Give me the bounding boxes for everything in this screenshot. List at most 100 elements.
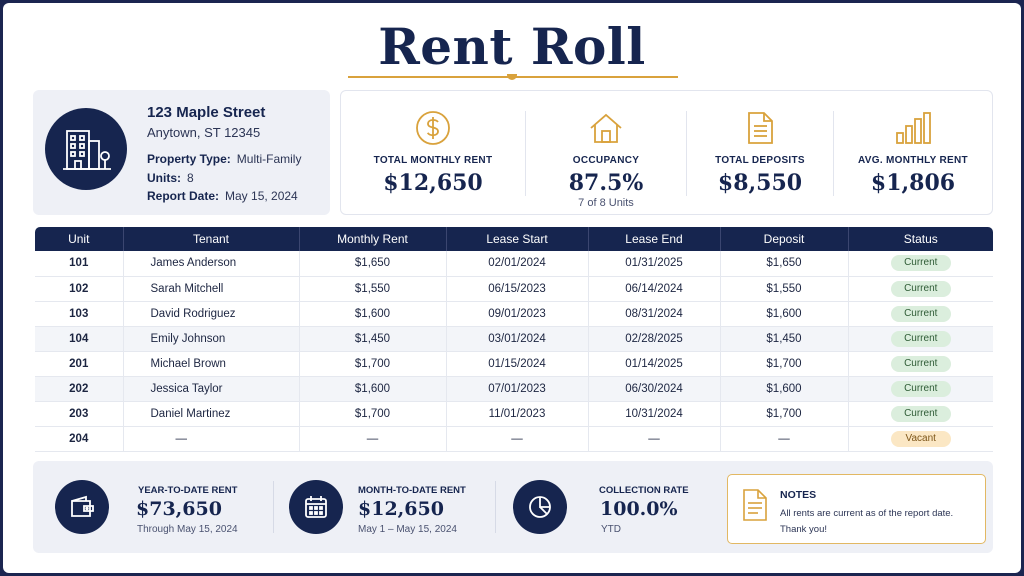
property-card: 123 Maple Street Anytown, ST 12345 Prope… <box>33 90 330 215</box>
rent-cell: — <box>299 426 447 452</box>
unit-cell: 103 <box>35 301 124 327</box>
stat-value: $8,550 <box>717 170 803 196</box>
stat-total-monthly-rent: TOTAL MONTHLY RENT $12,650 <box>341 91 525 214</box>
calendar-icon <box>289 480 343 534</box>
notes-box: NOTES All rents are current as of the re… <box>727 474 986 544</box>
tenant-cell: Sarah Mitchell <box>123 276 300 302</box>
summary-stats: TOTAL MONTHLY RENT $12,650 OCCUPANCY 87.… <box>340 90 993 215</box>
column-header[interactable]: Deposit <box>720 227 849 251</box>
divider <box>686 111 687 196</box>
wallet-icon <box>55 480 109 534</box>
status-badge: Current <box>890 380 951 397</box>
table-row[interactable]: 101 James Anderson $1,650 02/01/2024 01/… <box>35 251 993 277</box>
lease-start-cell: 02/01/2024 <box>446 251 589 277</box>
lease-start-cell: 03/01/2024 <box>446 326 589 352</box>
tenant-cell: Emily Johnson <box>123 326 300 352</box>
table-row[interactable]: 202 Jessica Taylor $1,600 07/01/2023 06/… <box>35 376 993 402</box>
column-header[interactable]: Unit <box>35 227 124 251</box>
deposit-cell: $1,450 <box>720 326 849 352</box>
status-cell: Current <box>848 401 993 427</box>
title-ornament <box>507 74 517 80</box>
tenant-cell: Michael Brown <box>123 351 300 377</box>
lease-end-cell: 02/28/2025 <box>588 326 721 352</box>
column-header[interactable]: Lease Start <box>446 227 589 251</box>
lease-end-cell: 06/14/2024 <box>588 276 721 302</box>
stat-sub: 7 of 8 Units <box>578 197 634 209</box>
tenant-cell: David Rodriguez <box>123 301 300 327</box>
tenant-cell: James Anderson <box>123 251 300 277</box>
column-header[interactable]: Tenant <box>123 227 300 251</box>
table-row[interactable]: 204 — — — — — Vacant <box>35 426 993 452</box>
divider <box>525 111 526 196</box>
property-city: Anytown, ST 12345 <box>147 125 261 140</box>
stat-avg-monthly-rent: AVG. MONTHLY RENT $1,806 <box>834 91 992 214</box>
status-badge: Current <box>890 280 951 297</box>
lease-end-cell: — <box>588 426 721 452</box>
status-cell: Current <box>848 326 993 352</box>
divider <box>273 481 274 533</box>
property-type: Property Type: Multi-Family <box>147 152 301 166</box>
status-badge: Current <box>890 405 951 422</box>
property-type-label: Property Type: <box>147 152 231 166</box>
ytd-sub: Through May 15, 2024 <box>137 524 238 535</box>
unit-cell: 102 <box>35 276 124 302</box>
table-row[interactable]: 103 David Rodriguez $1,600 09/01/2023 08… <box>35 301 993 327</box>
stat-occupancy: OCCUPANCY 87.5% 7 of 8 Units <box>526 91 686 214</box>
rent-cell: $1,700 <box>299 351 447 377</box>
deposit-cell: $1,650 <box>720 251 849 277</box>
property-units-value: 8 <box>187 171 194 185</box>
building-icon <box>45 108 127 190</box>
report-date: Report Date: May 15, 2024 <box>147 189 298 203</box>
deposit-cell: $1,600 <box>720 376 849 402</box>
table-header-row: Unit Tenant Monthly Rent Lease Start Lea… <box>35 227 993 251</box>
table-row[interactable]: 203 Daniel Martinez $1,700 11/01/2023 10… <box>35 401 993 427</box>
status-cell: Current <box>848 276 993 302</box>
dollar-icon <box>416 111 450 145</box>
status-cell: Current <box>848 351 993 377</box>
column-header[interactable]: Monthly Rent <box>299 227 447 251</box>
stat-label: AVG. MONTHLY RENT <box>858 155 968 166</box>
lease-end-cell: 06/30/2024 <box>588 376 721 402</box>
column-header[interactable]: Status <box>848 227 993 251</box>
stat-value: $1,806 <box>870 170 956 196</box>
deposit-cell: $1,600 <box>720 301 849 327</box>
footer-summary: YEAR-TO-DATE RENT $73,650 Through May 15… <box>33 461 993 553</box>
table-row[interactable]: 201 Michael Brown $1,700 01/15/2024 01/1… <box>35 351 993 377</box>
mtd-value: $12,650 <box>358 498 444 520</box>
status-badge: Current <box>890 305 951 322</box>
status-badge: Current <box>890 355 951 372</box>
stat-value: 87.5% <box>568 170 644 196</box>
status-badge: Current <box>890 330 951 347</box>
deposit-cell: $1,550 <box>720 276 849 302</box>
unit-cell: 202 <box>35 376 124 402</box>
unit-cell: 101 <box>35 251 124 277</box>
lease-end-cell: 10/31/2024 <box>588 401 721 427</box>
status-cell: Current <box>848 376 993 402</box>
collection-label: COLLECTION RATE <box>599 485 689 496</box>
pie-chart-icon <box>513 480 567 534</box>
deposit-cell: $1,700 <box>720 351 849 377</box>
lease-start-cell: 07/01/2023 <box>446 376 589 402</box>
status-cell: Current <box>848 301 993 327</box>
unit-cell: 201 <box>35 351 124 377</box>
collection-value: 100.0% <box>600 498 678 520</box>
notes-icon <box>743 489 767 521</box>
property-address: 123 Maple Street <box>147 104 266 121</box>
lease-end-cell: 08/31/2024 <box>588 301 721 327</box>
document-icon <box>748 112 773 144</box>
report-date-label: Report Date: <box>147 189 220 203</box>
property-units: Units: 8 <box>147 171 194 185</box>
tenant-cell: Daniel Martinez <box>123 401 300 427</box>
stat-label: TOTAL DEPOSITS <box>715 155 805 166</box>
status-cell: Current <box>848 251 993 277</box>
divider <box>833 111 834 196</box>
table-row[interactable]: 104 Emily Johnson $1,450 03/01/2024 02/2… <box>35 326 993 352</box>
lease-end-cell: 01/31/2025 <box>588 251 721 277</box>
stat-total-deposits: TOTAL DEPOSITS $8,550 <box>687 91 833 214</box>
stat-label: TOTAL MONTHLY RENT <box>373 155 493 166</box>
table-row[interactable]: 102 Sarah Mitchell $1,550 06/15/2023 06/… <box>35 276 993 302</box>
column-header[interactable]: Lease End <box>588 227 721 251</box>
ytd-value: $73,650 <box>136 498 222 520</box>
rent-cell: $1,650 <box>299 251 447 277</box>
rent-cell: $1,450 <box>299 326 447 352</box>
